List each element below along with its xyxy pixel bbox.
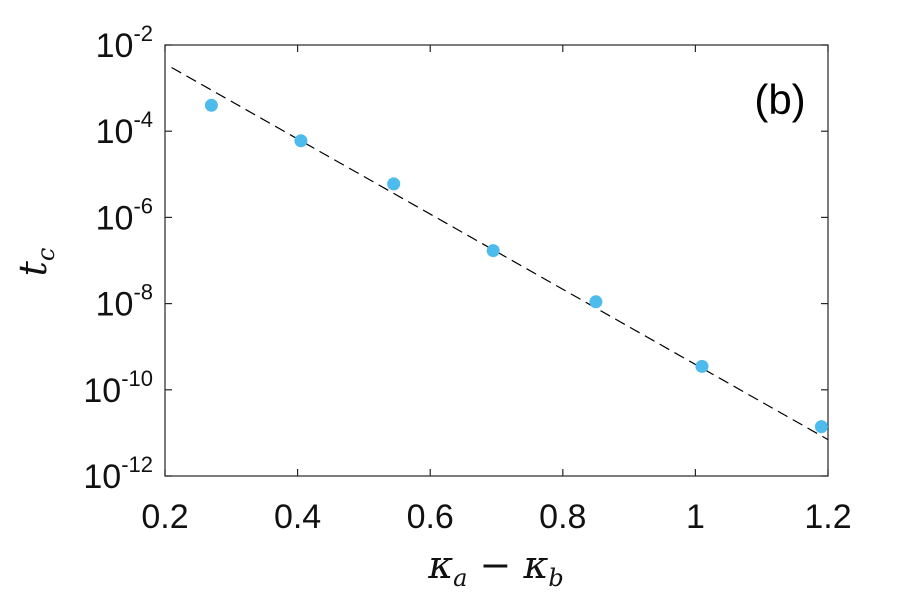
x-tick-label: 0.6 <box>407 498 454 536</box>
x-tick-label: 0.2 <box>141 498 188 536</box>
data-point <box>814 420 828 434</box>
y-tick-label: 10-4 <box>96 107 153 151</box>
x-tick-labels: 0.2 0.4 0.6 0.8 1 1.2 <box>141 498 851 536</box>
panel-label: (b) <box>754 76 805 123</box>
x-tick-label: 1.2 <box>804 498 851 536</box>
x-tick-label: 0.4 <box>274 498 321 536</box>
data-point <box>486 244 500 258</box>
y-tick-label: 10-6 <box>96 193 153 237</box>
fit-line-group <box>171 66 829 441</box>
data-point <box>589 295 603 309</box>
data-point <box>294 134 308 148</box>
axis-ticks <box>164 44 829 477</box>
x-tick-label: 0.8 <box>539 498 586 536</box>
fit-line <box>171 66 829 441</box>
y-tick-label: 10-10 <box>83 366 153 410</box>
data-points-group <box>204 98 828 434</box>
data-point <box>204 98 218 112</box>
y-tick-label: 10-2 <box>96 21 153 65</box>
plot-area-frame <box>164 44 829 477</box>
y-tick-labels: 10-12 10-10 10-8 10-6 10-4 10-2 <box>83 21 153 496</box>
x-tick-label: 1 <box>686 498 705 536</box>
data-point <box>387 177 401 191</box>
y-axis-label: tc <box>11 248 60 277</box>
data-point <box>695 359 709 373</box>
y-tick-label: 10-8 <box>96 280 153 324</box>
x-axis-label: κa − κb <box>427 543 564 592</box>
y-tick-label: 10-12 <box>83 452 153 496</box>
